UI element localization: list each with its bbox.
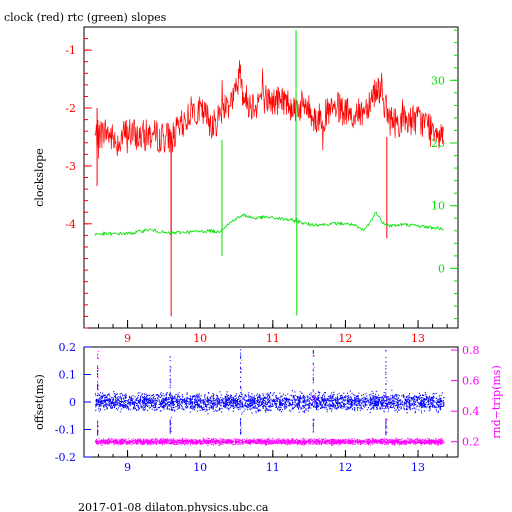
offset-outlier-streak (240, 349, 242, 435)
bottom-x-tick-label: 9 (124, 461, 131, 474)
bottom-y2-tick-label: 0.2 (462, 436, 480, 449)
top-y2-tick-label: 20 (431, 137, 445, 150)
top-y2-tick-label: 10 (431, 200, 445, 213)
bottom-y-tick-label: -0.1 (55, 424, 76, 437)
roundtrip-scatter-points (94, 437, 445, 447)
bottom-x-tick-label: 11 (266, 461, 280, 474)
offset-outlier-streak (169, 356, 171, 434)
offset-scatter-points (94, 389, 445, 415)
bottom-y2-tick-label: 0.8 (462, 344, 480, 357)
top-y2-tick-label: 0 (438, 262, 445, 275)
top-x-tick-label: 12 (338, 332, 352, 345)
bottom-y2-tick-label: 0.4 (462, 405, 480, 418)
offset-outlier-streak (97, 354, 99, 436)
footer-text: 2017-01-08 dilaton.physics.ubc.ca (78, 501, 269, 512)
bottom-y-tick-label: 0.1 (59, 369, 77, 382)
offset-outlier-streak (385, 349, 387, 436)
rtc-series-line (94, 211, 444, 237)
roundtrip-outlier-streak (386, 380, 388, 433)
top-y2-tick-label: 30 (431, 74, 445, 87)
clock-series-line (94, 60, 444, 159)
bottom-panel: 9 10 11 12 13 0.2 0.1 0 -0.1 -0.2 0.8 0.6 0.4 0.2 offs… (33, 341, 503, 474)
top-plot-frame (83, 26, 459, 329)
top-y-tick-label: -1 (65, 44, 76, 57)
top-y-tick-label: -4 (65, 218, 76, 231)
offset-outlier-streak (312, 349, 314, 433)
bottom-x-tick-label: 10 (193, 461, 207, 474)
bottom-x-tick-label: 13 (411, 461, 425, 474)
roundtrip-outlier-streak (313, 355, 315, 421)
bottom-y-axis-label: offset(ms) (33, 374, 46, 430)
chart-title: clock (red) rtc (green) slopes (4, 11, 167, 24)
bottom-y-tick-label: -0.2 (55, 451, 76, 464)
bottom-y2-axis-label: rnd−trip(ms) (490, 365, 503, 439)
roundtrip-outlier-streak (241, 359, 243, 433)
roundtrip-outlier-streak (98, 350, 100, 433)
top-panel: 9 10 11 12 13 -1 -2 -3 -4 0 10 20 30 clockslope (33, 26, 459, 345)
top-x-tick-label: 13 (411, 332, 425, 345)
bottom-y-tick-label: 0.2 (59, 341, 77, 354)
top-x-tick-label: 10 (193, 332, 207, 345)
top-y-tick-label: -3 (65, 160, 76, 173)
top-x-tick-label: 9 (124, 332, 131, 345)
top-x-tick-label: 11 (266, 332, 280, 345)
top-y-tick-label: -2 (65, 102, 76, 115)
roundtrip-outlier-streak (170, 367, 172, 432)
bottom-y2-tick-label: 0.6 (462, 375, 480, 388)
top-y-axis-label: clockslope (33, 148, 46, 206)
bottom-x-tick-label: 12 (338, 461, 352, 474)
bottom-y-tick-label: 0 (69, 396, 76, 409)
